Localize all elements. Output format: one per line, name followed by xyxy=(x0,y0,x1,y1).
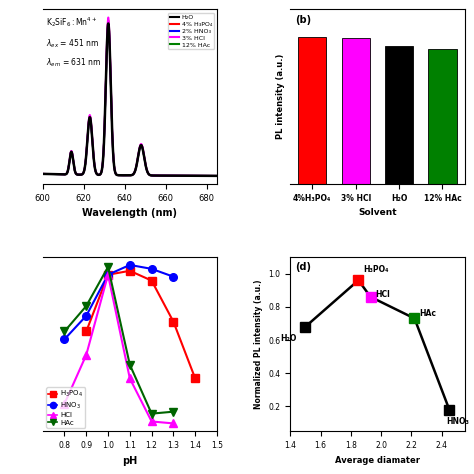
12% HAc xyxy=(214,173,220,179)
H₂O xyxy=(106,21,111,27)
2% HNO₃ xyxy=(106,19,111,25)
Y-axis label: PL intensity (a.u.): PL intensity (a.u.) xyxy=(276,54,285,139)
3% HCl xyxy=(125,173,130,178)
H₂O xyxy=(120,173,126,178)
12% HAc xyxy=(125,173,130,178)
2% HNO₃ xyxy=(209,173,215,179)
Line: 2% HNO₃: 2% HNO₃ xyxy=(43,22,217,176)
3% HCl xyxy=(209,173,215,179)
Legend: H$_3$PO$_4$, HNO$_3$, HCl, HAc: H$_3$PO$_4$, HNO$_3$, HCl, HAc xyxy=(46,387,85,428)
Text: HAc: HAc xyxy=(419,310,436,319)
X-axis label: Average diamater: Average diamater xyxy=(335,456,420,465)
3% HCl xyxy=(49,171,55,177)
H₂O xyxy=(177,173,183,179)
2% HNO₃ xyxy=(120,173,126,178)
4% H₃PO₄ xyxy=(106,18,111,23)
4% H₃PO₄ xyxy=(209,173,215,179)
Text: H₂O: H₂O xyxy=(280,334,296,343)
2% HNO₃ xyxy=(177,173,183,179)
Y-axis label: Normalized PL intensity (a.u.): Normalized PL intensity (a.u.) xyxy=(254,280,263,409)
2% HNO₃ xyxy=(214,173,220,179)
Bar xyxy=(385,46,413,184)
2% HNO₃ xyxy=(40,171,46,177)
4% H₃PO₄ xyxy=(125,173,130,178)
3% HCl xyxy=(214,173,220,179)
Bar xyxy=(428,49,456,184)
X-axis label: Wavelength (nm): Wavelength (nm) xyxy=(82,208,177,218)
Text: (b): (b) xyxy=(295,15,311,25)
Text: $\rm K_2SiF_6{:}Mn^{4+}$: $\rm K_2SiF_6{:}Mn^{4+}$ xyxy=(46,15,97,28)
Bar xyxy=(298,37,326,184)
3% HCl xyxy=(120,173,126,178)
Text: $\lambda_{em}$ = 631 nm: $\lambda_{em}$ = 631 nm xyxy=(46,56,101,69)
2% HNO₃ xyxy=(125,173,130,178)
12% HAc xyxy=(40,171,46,177)
Text: HNO₃: HNO₃ xyxy=(447,418,469,426)
H₂O xyxy=(209,173,215,179)
H₂O xyxy=(49,171,55,177)
3% HCl xyxy=(40,171,46,177)
Text: (d): (d) xyxy=(295,262,311,272)
Bar xyxy=(342,38,370,184)
Line: 12% HAc: 12% HAc xyxy=(43,25,217,176)
H₂O xyxy=(40,171,46,177)
Text: HCl: HCl xyxy=(375,290,390,299)
H₂O xyxy=(125,173,130,178)
4% H₃PO₄ xyxy=(177,173,183,179)
Line: H₂O: H₂O xyxy=(43,24,217,176)
4% H₃PO₄ xyxy=(209,173,215,179)
Line: 4% H₃PO₄: 4% H₃PO₄ xyxy=(43,20,217,176)
12% HAc xyxy=(209,173,215,179)
2% HNO₃ xyxy=(209,173,215,179)
12% HAc xyxy=(49,171,55,177)
4% H₃PO₄ xyxy=(214,173,220,179)
2% HNO₃ xyxy=(49,171,55,177)
4% H₃PO₄ xyxy=(40,171,46,177)
4% H₃PO₄ xyxy=(120,173,126,178)
3% HCl xyxy=(209,173,215,179)
Line: 3% HCl: 3% HCl xyxy=(43,18,217,176)
X-axis label: Solvent: Solvent xyxy=(358,208,397,217)
12% HAc xyxy=(209,173,215,179)
3% HCl xyxy=(106,15,111,20)
Legend: H₂O, 4% H₃PO₄, 2% HNO₃, 3% HCl, 12% HAc: H₂O, 4% H₃PO₄, 2% HNO₃, 3% HCl, 12% HAc xyxy=(168,13,214,49)
12% HAc xyxy=(177,173,183,179)
12% HAc xyxy=(106,22,111,28)
Text: $\lambda_{ex}$ = 451 nm: $\lambda_{ex}$ = 451 nm xyxy=(46,37,100,50)
H₂O xyxy=(209,173,215,179)
X-axis label: pH: pH xyxy=(122,456,137,465)
H₂O xyxy=(214,173,220,179)
4% H₃PO₄ xyxy=(49,171,55,177)
Text: H₃PO₄: H₃PO₄ xyxy=(363,264,389,273)
12% HAc xyxy=(120,173,126,178)
3% HCl xyxy=(177,173,183,179)
